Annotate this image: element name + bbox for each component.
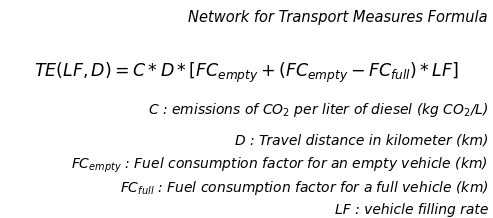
Text: Network for Transport Measures Formula: Network for Transport Measures Formula bbox=[188, 10, 488, 25]
Text: $TE(LF, D) = C * D * [FC_{empty} + (FC_{empty} - FC_{full}) * LF]$: $TE(LF, D) = C * D * [FC_{empty} + (FC_{… bbox=[34, 61, 459, 85]
Text: FC$_{full}$ : Fuel consumption factor for a full vehicle (km): FC$_{full}$ : Fuel consumption factor fo… bbox=[119, 179, 488, 197]
Text: D : Travel distance in kilometer (km): D : Travel distance in kilometer (km) bbox=[235, 133, 488, 147]
Text: C : emissions of CO$_2$ per liter of diesel (kg CO$_2$/L): C : emissions of CO$_2$ per liter of die… bbox=[147, 101, 488, 119]
Text: LF : vehicle filling rate: LF : vehicle filling rate bbox=[335, 203, 488, 217]
Text: FC$_{empty}$ : Fuel consumption factor for an empty vehicle (km): FC$_{empty}$ : Fuel consumption factor f… bbox=[71, 156, 488, 175]
